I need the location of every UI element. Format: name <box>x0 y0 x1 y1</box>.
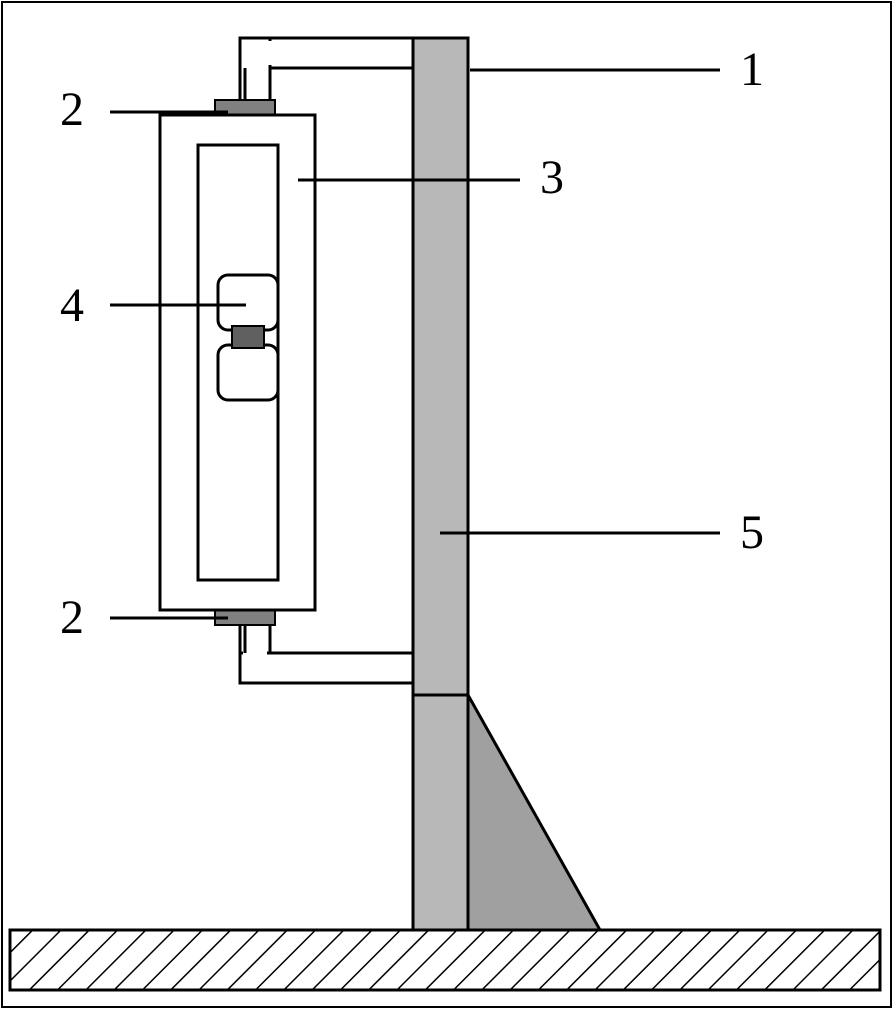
label-4: 4 <box>60 278 84 333</box>
center-joint <box>232 326 264 348</box>
vertical-column <box>413 38 468 930</box>
label-5: 5 <box>740 505 764 560</box>
triangle-support <box>468 695 600 930</box>
label-1: 1 <box>740 42 764 97</box>
label-3: 3 <box>540 150 564 205</box>
label-2-top: 2 <box>60 82 84 137</box>
ground-base <box>10 930 880 990</box>
rotor-top <box>218 275 278 330</box>
rotor-bottom <box>218 345 278 400</box>
technical-diagram: 1 2 2 3 4 5 <box>0 0 893 1009</box>
label-2-bottom: 2 <box>60 590 84 645</box>
